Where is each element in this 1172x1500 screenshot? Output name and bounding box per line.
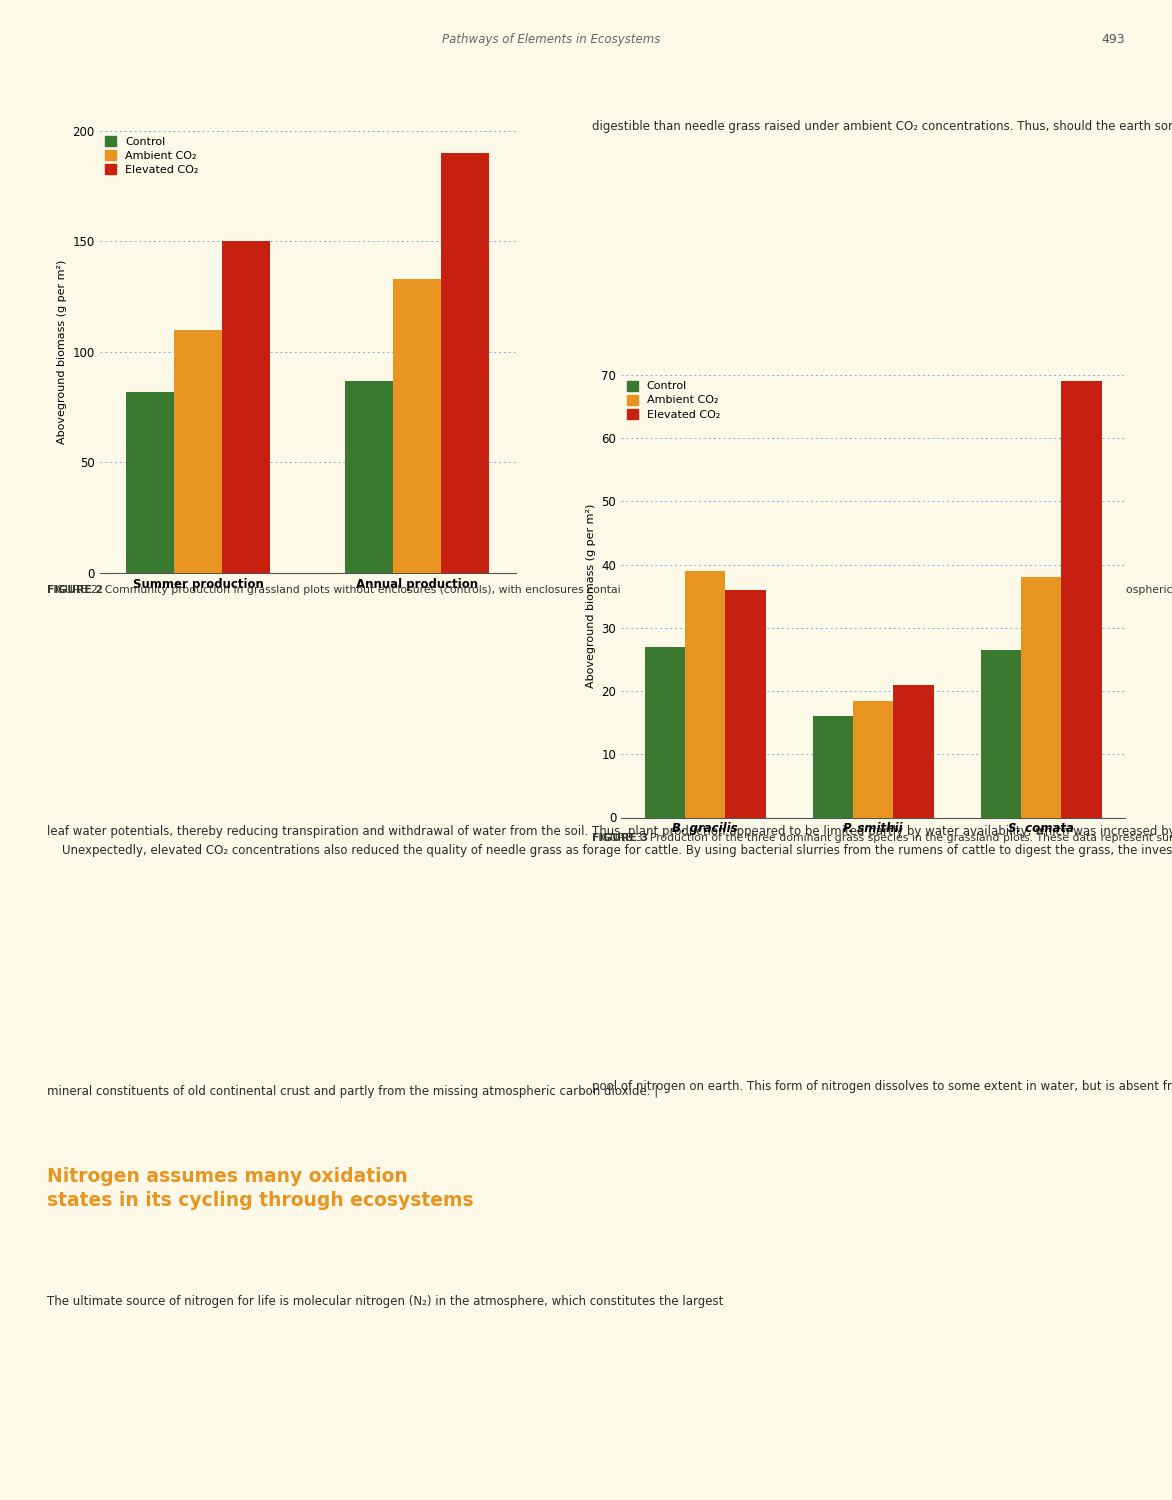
Bar: [812, 717, 853, 818]
Bar: [393, 279, 441, 573]
Bar: [125, 392, 175, 573]
Bar: [725, 590, 765, 818]
Y-axis label: Aboveground biomass (g per m²): Aboveground biomass (g per m²): [57, 260, 67, 444]
Bar: [345, 381, 393, 573]
Text: Pathways of Elements in Ecosystems: Pathways of Elements in Ecosystems: [442, 33, 660, 46]
Bar: [441, 153, 490, 573]
Text: leaf water potentials, thereby reducing transpiration and withdrawal of water fr: leaf water potentials, thereby reducing …: [47, 825, 1172, 856]
Text: The ultimate source of nitrogen for life is molecular nitrogen (N₂) in the atmos: The ultimate source of nitrogen for life…: [47, 1294, 723, 1308]
Text: FIGURE 3: FIGURE 3: [592, 833, 648, 843]
Text: pool of nitrogen on earth. This form of nitrogen dissolves to some extent in wat: pool of nitrogen on earth. This form of …: [592, 1080, 1172, 1094]
Text: FIGURE 3  Production of the three dominant grass species in the grassland plots.: FIGURE 3 Production of the three dominan…: [592, 833, 1172, 843]
Bar: [645, 646, 684, 818]
Bar: [1021, 578, 1062, 818]
Legend: Control, Ambient CO₂, Elevated CO₂: Control, Ambient CO₂, Elevated CO₂: [627, 381, 720, 420]
Bar: [1062, 381, 1102, 818]
Y-axis label: Aboveground biomass (g per m²): Aboveground biomass (g per m²): [586, 504, 595, 688]
Legend: Control, Ambient CO₂, Elevated CO₂: Control, Ambient CO₂, Elevated CO₂: [105, 136, 198, 176]
Bar: [853, 700, 893, 818]
Text: 493: 493: [1102, 33, 1125, 46]
Bar: [893, 684, 934, 818]
Text: Nitrogen assumes many oxidation
states in its cycling through ecosystems: Nitrogen assumes many oxidation states i…: [47, 1167, 473, 1210]
Bar: [684, 572, 725, 818]
Bar: [981, 650, 1021, 818]
Bar: [223, 242, 271, 573]
Text: mineral constituents of old continental crust and partly from the missing atmosp: mineral constituents of old continental …: [47, 1084, 659, 1098]
Text: FIGURE 2  Community production in grassland plots without enclosures (controls),: FIGURE 2 Community production in grassla…: [47, 585, 1172, 596]
Text: FIGURE 2: FIGURE 2: [47, 585, 103, 596]
Text: digestible than needle grass raised under ambient CO₂ concentrations. Thus, shou: digestible than needle grass raised unde…: [592, 120, 1172, 134]
Bar: [175, 330, 223, 573]
